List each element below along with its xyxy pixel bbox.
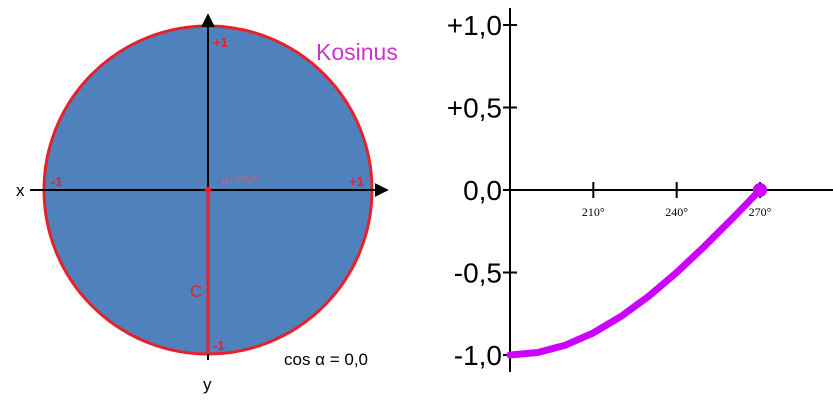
circle-label-top: +1 (213, 35, 228, 50)
y-tick-label: 0,0 (463, 175, 502, 206)
x-tick-label: 240° (665, 205, 688, 219)
y-tick-group: +1,0 +0,5 0,0 -0,5 -1,0 (447, 10, 517, 371)
x-tick-label: 210° (582, 205, 605, 219)
circle-label-left: -1 (51, 174, 63, 189)
angle-label: α=270° (222, 173, 258, 187)
x-tick-group: 210° 240° 270° (582, 182, 772, 219)
y-axis-label: y (203, 375, 212, 394)
y-tick-label: +1,0 (447, 10, 502, 41)
x-tick-label: 270° (749, 205, 772, 219)
y-tick-label: -1,0 (454, 340, 502, 371)
cosine-curve (506, 186, 764, 359)
current-point-marker (753, 183, 767, 197)
curve-layer (506, 183, 767, 359)
cosine-formula: cos α = 0,0 (284, 350, 368, 369)
circle-label-bottom: -1 (213, 338, 225, 353)
y-tick-label: -0,5 (454, 258, 502, 289)
origin-point (204, 186, 212, 194)
graph-title: Kosinus (316, 39, 398, 65)
y-tick-label: +0,5 (447, 93, 502, 124)
segment-label: C (190, 282, 202, 301)
unit-circle-panel: x y +1 -1 -1 +1 α=270° C cos α = 0,0 (16, 13, 389, 394)
cosine-graph: Kosinus +1,0 +0,5 0,0 -0,5 -1,0 210° 240° 270° (316, 8, 833, 372)
x-axis-label: x (16, 181, 25, 200)
circle-label-right: +1 (349, 174, 364, 189)
